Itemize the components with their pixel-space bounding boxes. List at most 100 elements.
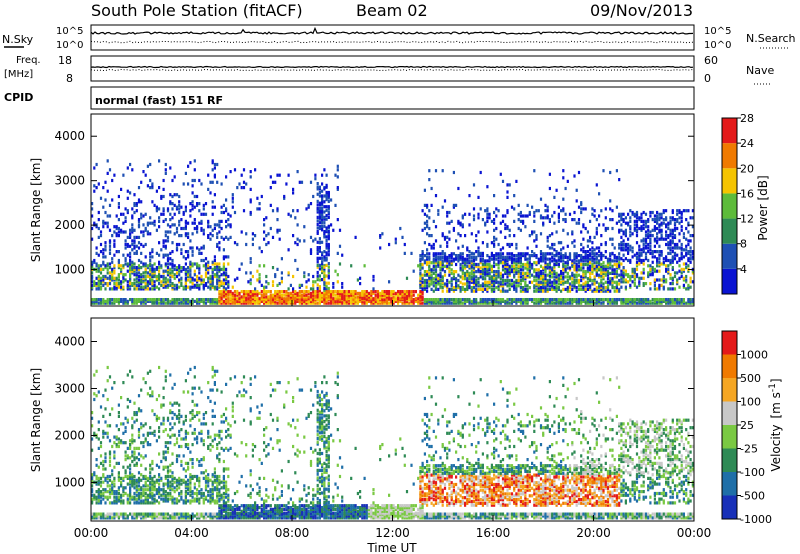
velocity-cell [117, 476, 120, 480]
power-cell [640, 225, 643, 229]
power-cell [571, 280, 574, 284]
power-cell [501, 286, 505, 290]
power-cell [584, 270, 587, 274]
power-cell [615, 282, 618, 286]
power-cell [627, 251, 630, 255]
power-cell [638, 244, 641, 248]
date-label: 09/Nov/2013 [590, 1, 693, 20]
power-cell [144, 226, 147, 231]
power-cell [448, 210, 451, 215]
power-cell [307, 205, 310, 209]
power-cell [106, 301, 109, 305]
power-cell [254, 290, 257, 294]
power-cell [405, 299, 409, 303]
power-cell [629, 230, 632, 234]
power-cell [510, 257, 514, 261]
power-cell [251, 295, 254, 299]
power-cell [204, 262, 208, 266]
power-cell [615, 301, 618, 305]
power-cell [475, 289, 478, 293]
power-cell [680, 225, 683, 229]
power-cell [551, 298, 554, 302]
power-cell [647, 218, 650, 222]
power-cell [287, 271, 290, 275]
power-cell [225, 175, 228, 179]
power-cell [434, 282, 438, 286]
power-cell [606, 261, 610, 265]
power-cell [213, 301, 216, 305]
power-cell [479, 251, 482, 255]
power-cell [318, 246, 321, 250]
power-cell [519, 299, 522, 303]
velocity-cell [113, 491, 116, 496]
power-cell [204, 273, 208, 277]
power-cell [495, 237, 498, 241]
power-cell [171, 194, 174, 199]
power-cell [486, 264, 489, 268]
power-cell [91, 285, 94, 289]
velocity-cell [111, 516, 114, 520]
power-cell [113, 244, 116, 248]
power-cell [129, 262, 132, 266]
power-cell [312, 283, 315, 287]
power-cell [510, 282, 514, 286]
power-cell [513, 299, 516, 303]
power-cell [678, 301, 681, 305]
velocity-cell [120, 441, 123, 445]
power-cell [602, 270, 605, 274]
power-cell [448, 261, 451, 265]
velocity-cell [117, 428, 120, 432]
power-cell [676, 212, 679, 216]
power-cell [533, 284, 536, 288]
power-cell [196, 226, 199, 231]
power-cell [325, 185, 328, 189]
velocity-cell [113, 381, 116, 385]
power-cell [131, 214, 134, 218]
power-cell [649, 299, 652, 303]
power-cell [602, 299, 605, 303]
power-cell [486, 244, 489, 248]
power-cell [488, 216, 491, 220]
power-cell [452, 301, 455, 305]
power-cell [656, 232, 659, 236]
power-cell [553, 242, 556, 247]
power-cell [182, 299, 185, 303]
power-cell [615, 169, 618, 173]
power-cell [312, 194, 315, 199]
power-cell [504, 223, 507, 227]
power-cell [129, 255, 132, 259]
power-cell [457, 301, 460, 305]
power-cell [254, 301, 257, 305]
power-cell [247, 297, 250, 301]
power-cell [149, 274, 152, 279]
power-cell [120, 271, 123, 275]
power-cell [533, 278, 536, 283]
power-cell [573, 298, 576, 302]
power-cell [455, 298, 458, 302]
power-cell [595, 257, 598, 261]
velocity-cell [99, 490, 103, 494]
power-cell [464, 261, 467, 265]
power-cell [325, 281, 328, 285]
power-cell [220, 295, 223, 299]
power-cell [595, 301, 598, 305]
power-cell [441, 282, 444, 286]
power-cell [160, 301, 163, 305]
power-cell [472, 299, 476, 303]
power-cell [468, 254, 471, 258]
power-cell [580, 207, 583, 211]
power-cell [589, 299, 592, 303]
power-cell [448, 230, 451, 234]
power-cell [209, 276, 212, 280]
power-cell [166, 258, 170, 263]
power-cell [662, 218, 665, 222]
power-cell [367, 291, 371, 295]
left-tick-top: 10^5 [56, 26, 83, 37]
power-cell [267, 282, 270, 286]
power-cell [91, 298, 94, 302]
power-cell [133, 283, 136, 287]
power-cell [376, 291, 380, 295]
power-cell [448, 255, 451, 259]
power-cell [468, 264, 471, 268]
power-cell [269, 301, 272, 305]
